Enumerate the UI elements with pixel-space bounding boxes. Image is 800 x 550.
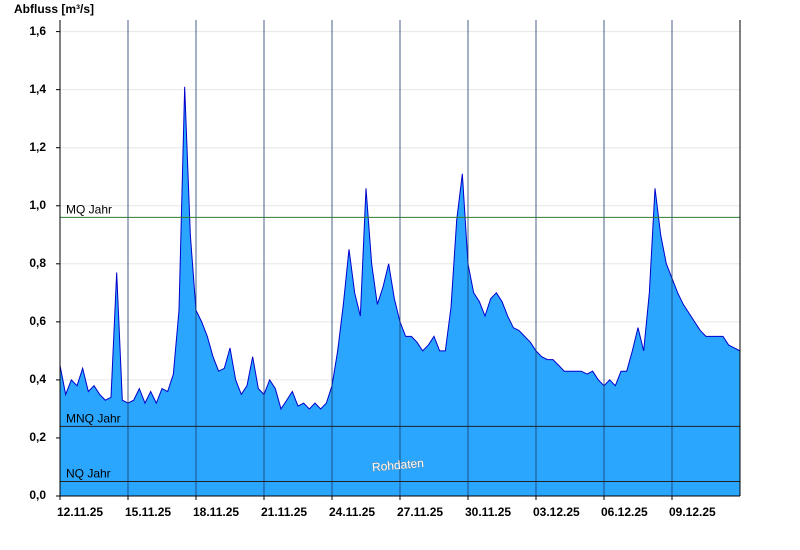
y-tick-label: 0,4 [29, 372, 46, 386]
x-tick-label: 12.11.25 [57, 505, 103, 519]
x-tick-label: 18.11.25 [193, 505, 239, 519]
area [60, 86, 740, 496]
reference-label: NQ Jahr [66, 467, 111, 481]
x-tick-label: 24.11.25 [329, 505, 375, 519]
x-tick-label: 27.11.25 [397, 505, 443, 519]
y-tick-label: 1,4 [29, 82, 46, 96]
reference-label: MQ Jahr [66, 203, 112, 217]
y-tick-label: 1,2 [29, 140, 46, 154]
watermark: Rohdaten [371, 456, 424, 474]
chart-title: Abfluss [m³/s] [14, 2, 94, 16]
x-tick-label: 06.12.25 [601, 505, 648, 519]
x-tick-label: 21.11.25 [261, 505, 307, 519]
y-tick-label: 0,0 [29, 488, 46, 502]
y-tick-label: 0,6 [29, 314, 46, 328]
y-tick-label: 1,6 [29, 24, 46, 38]
x-tick-label: 09.12.25 [669, 505, 716, 519]
y-tick-label: 1,0 [29, 198, 46, 212]
x-tick-label: 30.11.25 [465, 505, 511, 519]
x-tick-label: 03.12.25 [533, 505, 580, 519]
y-tick-label: 0,8 [29, 256, 46, 270]
x-tick-label: 15.11.25 [125, 505, 171, 519]
reference-label: MNQ Jahr [66, 412, 121, 426]
y-tick-label: 0,2 [29, 430, 46, 444]
